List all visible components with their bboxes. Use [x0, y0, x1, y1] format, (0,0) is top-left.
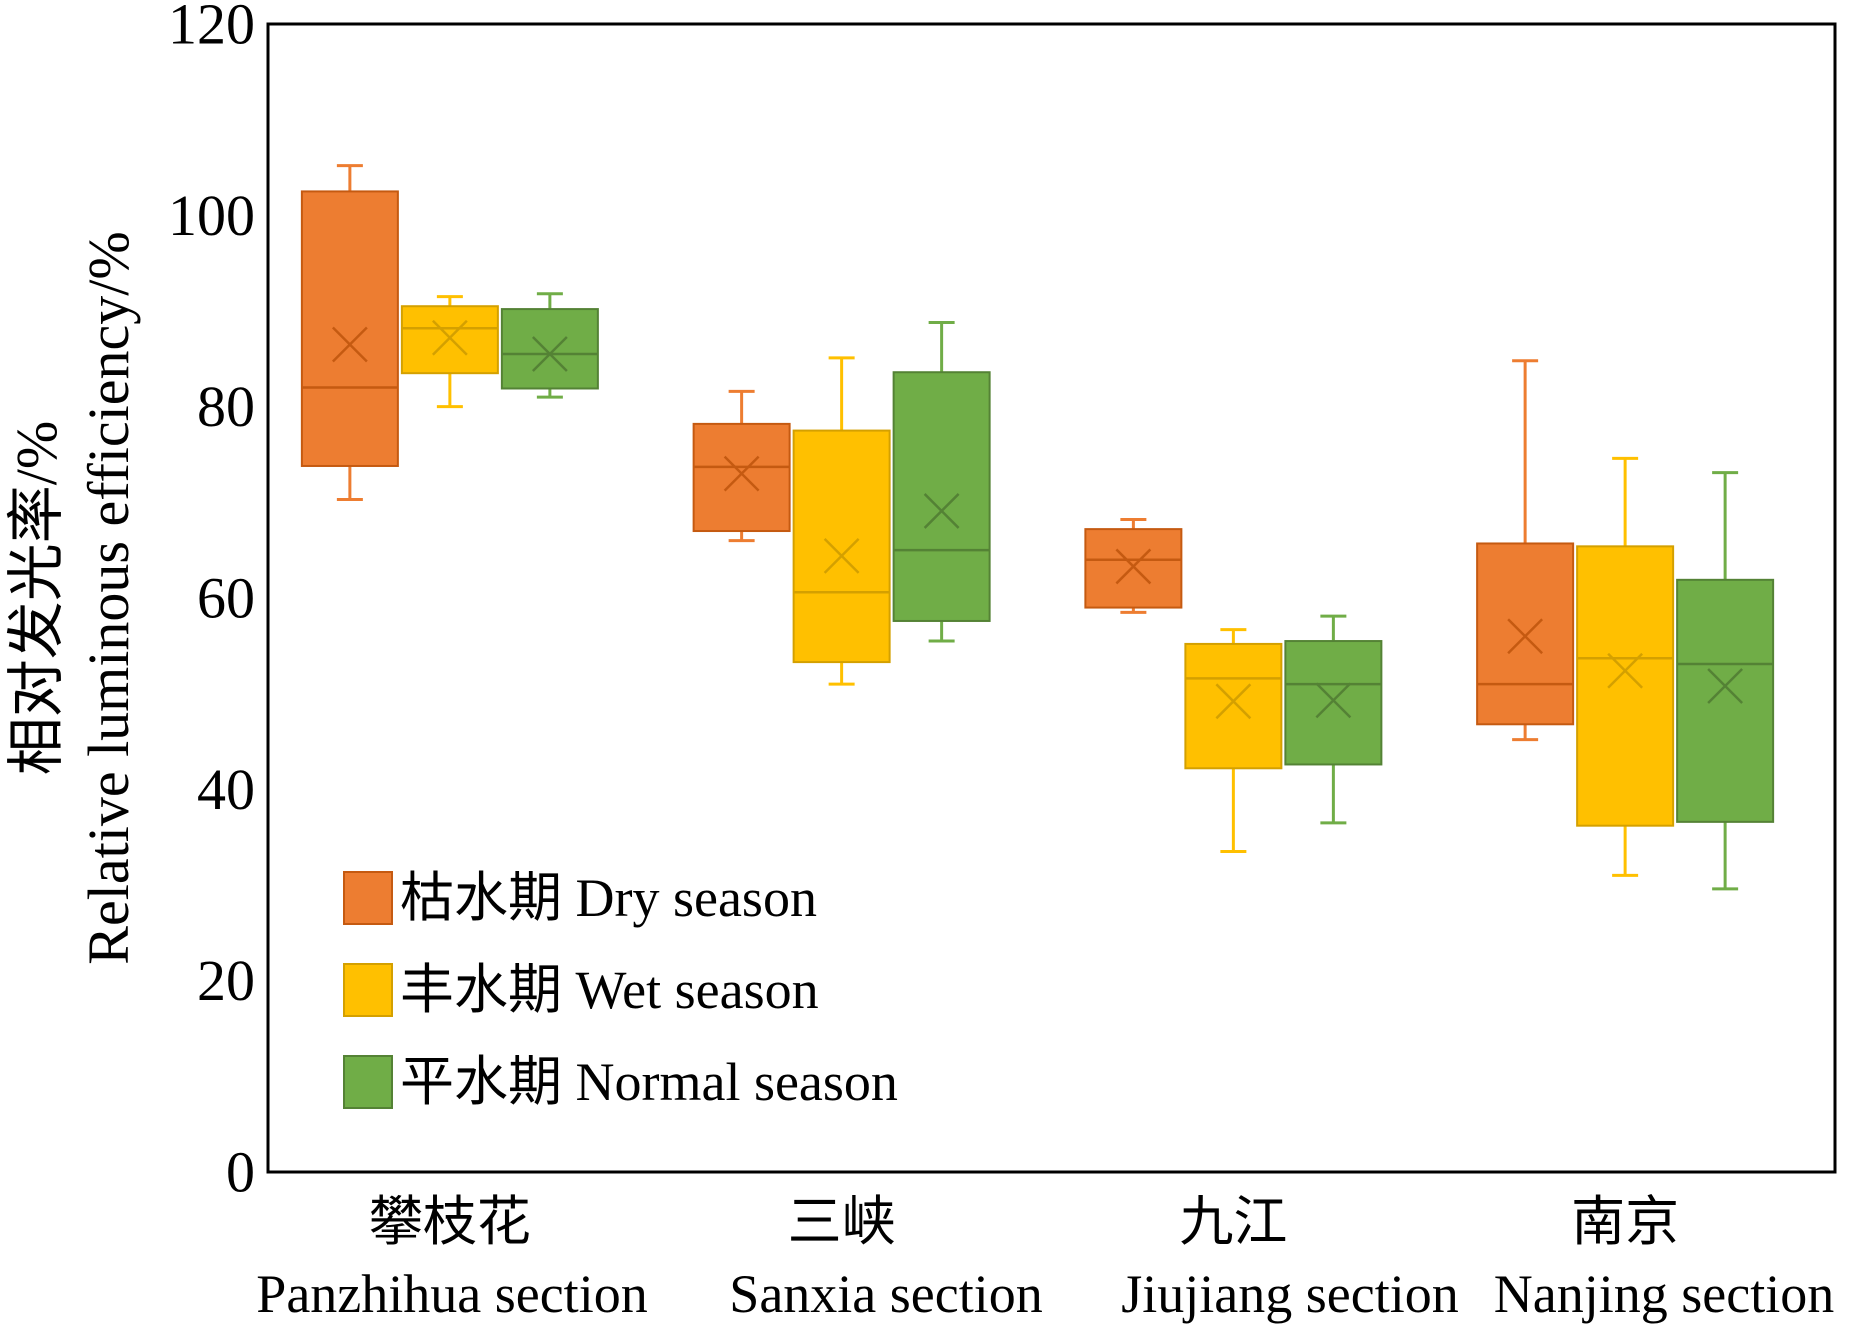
mean-marker [1215, 683, 1252, 720]
legend-swatch [343, 1055, 393, 1109]
box-1-2 [1184, 628, 1283, 854]
box-body [692, 422, 791, 533]
mean-marker [1607, 652, 1644, 689]
x-category-label-cn: 九江 [1179, 1192, 1287, 1252]
x-category-label-en: Nanjing section [1494, 1264, 1834, 1324]
x-category-label-cn: 攀枝花 [369, 1192, 531, 1252]
box-1-0 [400, 295, 499, 409]
y-axis: 0 20 40 60 80 100 120 [168, 0, 255, 1205]
legend-swatch [343, 871, 393, 925]
mean-marker [1315, 682, 1352, 719]
box-0-2 [1084, 518, 1183, 614]
box-body [1676, 578, 1775, 823]
y-axis-title-en: Relative luminous efficiency/% [76, 231, 141, 964]
mean-marker [723, 455, 760, 492]
box-body [1576, 545, 1675, 827]
box-2-1 [892, 320, 991, 643]
box-body [500, 308, 599, 390]
box-body [792, 429, 891, 664]
box-body [1284, 640, 1383, 766]
mean-marker [923, 493, 960, 529]
y-tick-label: 120 [168, 0, 255, 57]
box-body [1084, 528, 1183, 609]
box-1-1 [792, 356, 891, 686]
box-body [1476, 542, 1575, 726]
box-0-0 [300, 164, 399, 501]
box-2-0 [500, 292, 599, 399]
mean-marker [823, 538, 860, 574]
y-tick-label: 0 [226, 1140, 255, 1205]
y-tick-label: 100 [168, 183, 255, 248]
mean-marker [331, 326, 368, 363]
mean-marker [1707, 668, 1744, 704]
x-category-label-en: Jiujiang section [1121, 1264, 1458, 1324]
y-axis-title-cn: 相对发光率/% [4, 421, 69, 775]
y-tick-label: 80 [197, 374, 255, 439]
plot-frame [266, 22, 1837, 1174]
box-body [1184, 642, 1283, 770]
box-0-1 [692, 389, 791, 543]
x-category-label-cn: 南京 [1571, 1192, 1679, 1252]
box-0-3 [1476, 359, 1575, 742]
x-category-label-en: Sanxia section [729, 1264, 1042, 1324]
box-body [300, 190, 399, 467]
legend-label: 平水期 Normal season [400, 1052, 898, 1112]
box-2-3 [1676, 471, 1775, 891]
x-category-label-en: Panzhihua section [256, 1264, 647, 1324]
box-1-3 [1576, 456, 1675, 877]
box-2-2 [1284, 614, 1383, 825]
legend-swatch [343, 963, 393, 1017]
box-series-group [300, 164, 1775, 891]
box-body [400, 305, 499, 375]
box-body [892, 371, 991, 622]
mean-marker [531, 336, 568, 372]
y-axis-title: 相对发光率/% Relative luminous efficiency/% [4, 231, 141, 964]
mean-marker [1507, 618, 1544, 655]
mean-marker [1115, 548, 1152, 585]
legend-label: 枯水期 Dry season [400, 868, 817, 928]
y-tick-label: 60 [197, 566, 255, 631]
y-tick-label: 20 [197, 948, 255, 1013]
mean-marker [431, 319, 468, 356]
legend: 枯水期 Dry season 丰水期 Wet season 平水期 Normal s… [343, 868, 898, 1112]
x-axis: 攀枝花 Panzhihua section 三峡 Sanxia section 九江 Ji… [256, 1192, 1834, 1324]
x-category-label-cn: 三峡 [788, 1192, 896, 1252]
y-tick-label: 40 [197, 757, 255, 822]
legend-label: 丰水期 Wet season [400, 960, 819, 1020]
